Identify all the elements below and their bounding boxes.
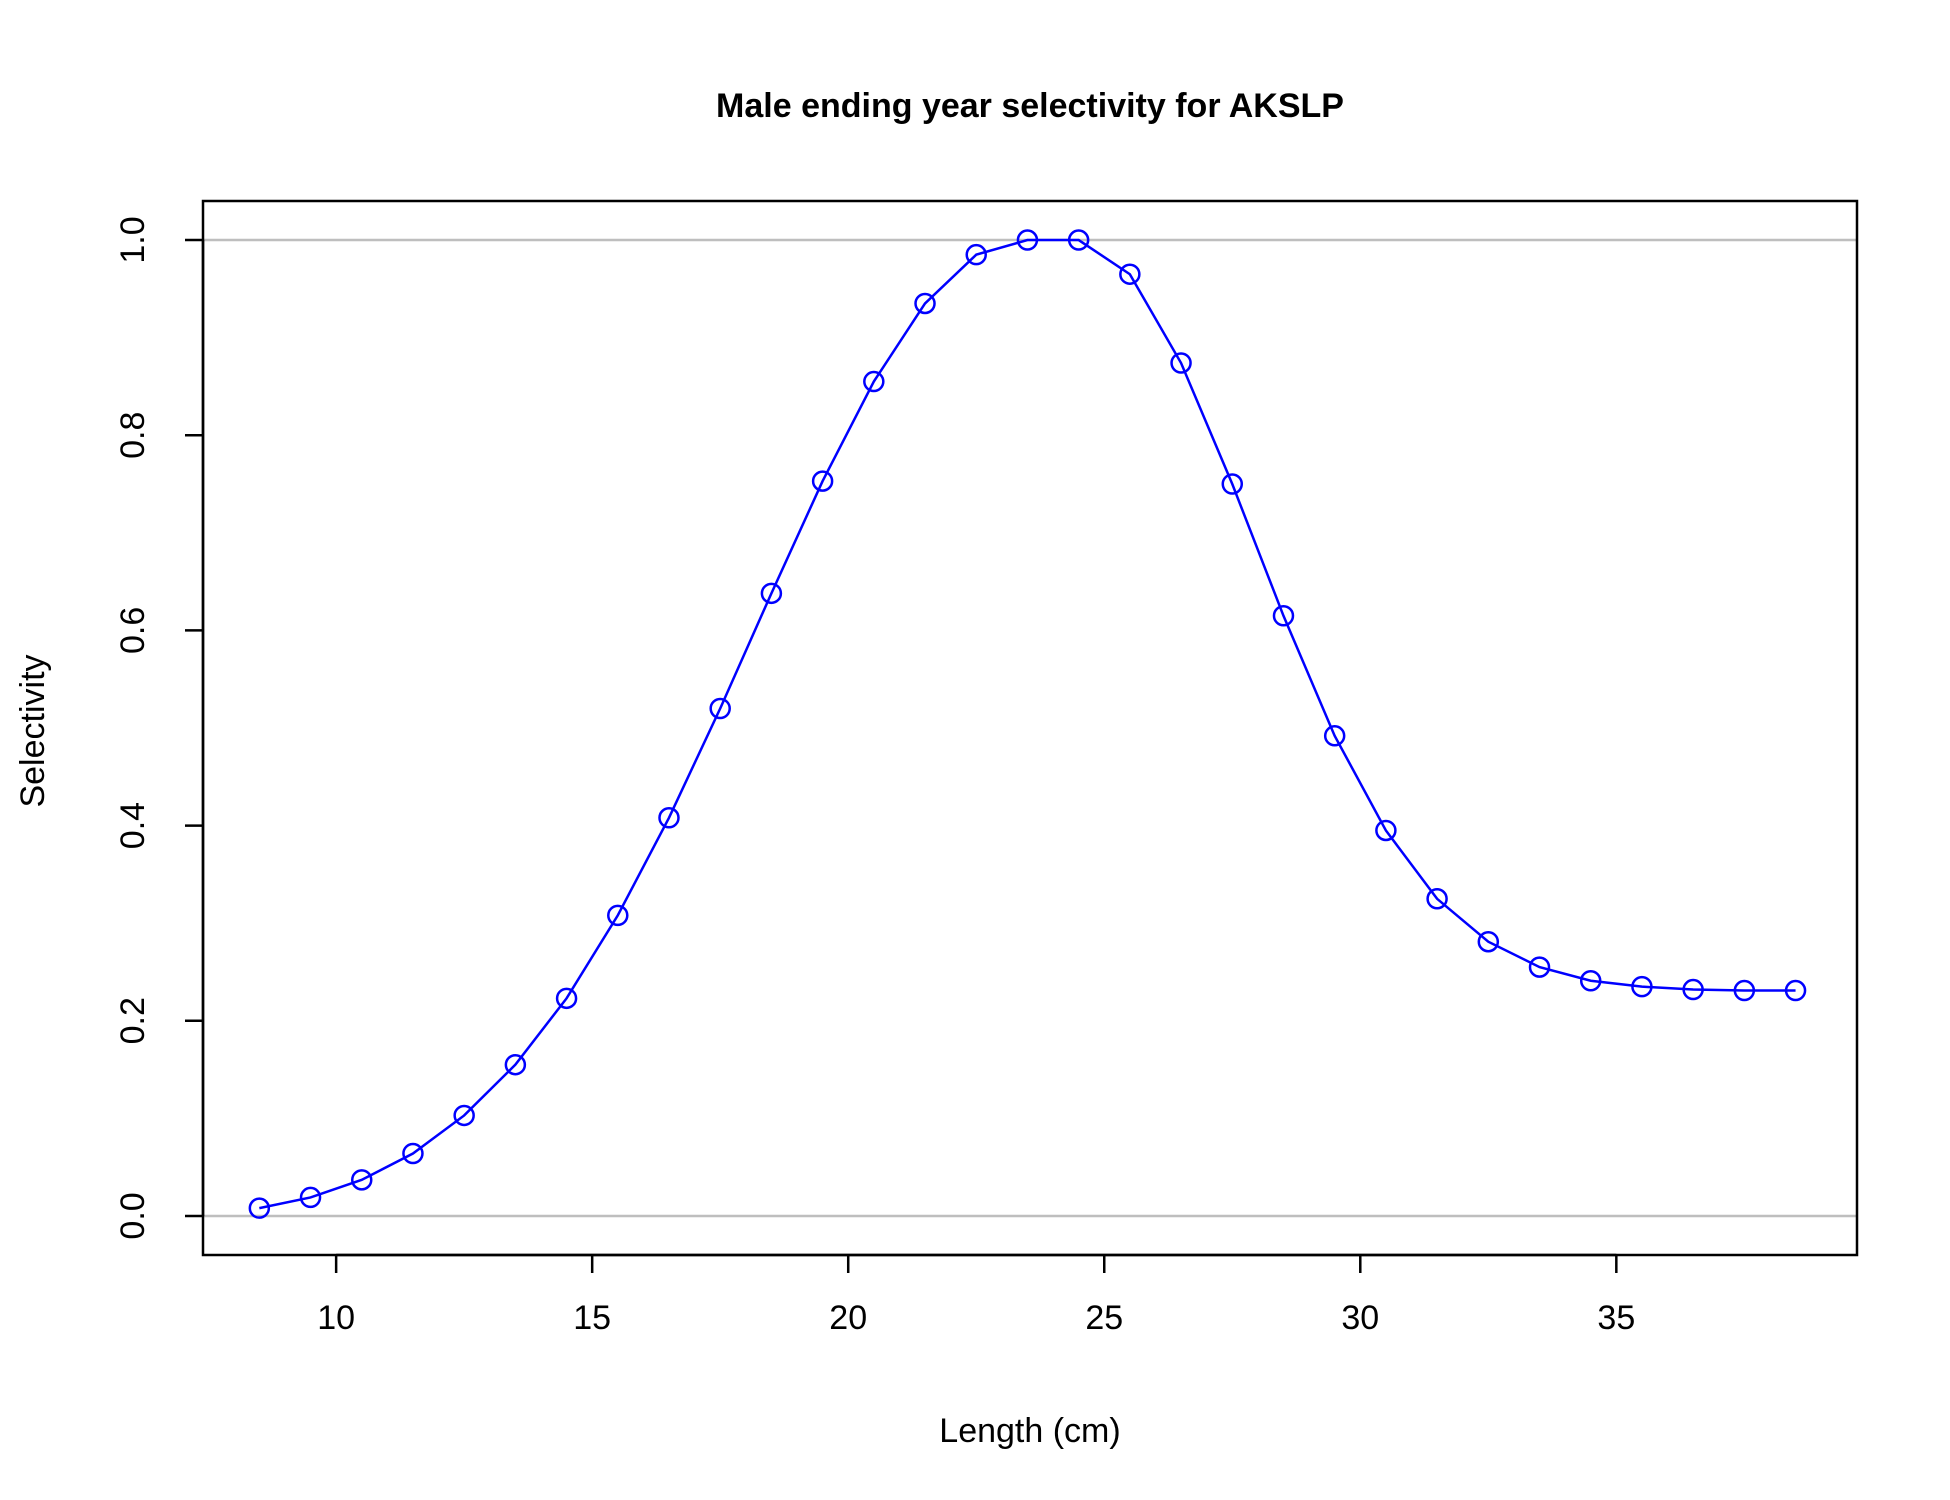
data-point-16 xyxy=(1067,229,1090,251)
x-tick-label-0: 10 xyxy=(317,1299,355,1337)
data-point-14 xyxy=(965,243,987,266)
data-point-5 xyxy=(504,1053,527,1076)
y-tick-label-5: 1.0 xyxy=(114,216,152,263)
data-point-12 xyxy=(863,370,885,393)
data-point-6 xyxy=(555,987,578,1010)
data-point-21 xyxy=(1323,725,1346,747)
data-point-27 xyxy=(1631,975,1653,998)
data-point-24 xyxy=(1477,930,1500,953)
y-tick-label-2: 0.4 xyxy=(114,802,152,849)
data-point-9 xyxy=(709,697,731,720)
data-point-15 xyxy=(1016,229,1039,251)
series-group xyxy=(248,229,1807,1219)
x-tick-label-4: 30 xyxy=(1341,1299,1379,1337)
series-line-0 xyxy=(259,238,1796,1210)
data-point-2 xyxy=(350,1169,373,1191)
data-point-29 xyxy=(1733,979,1756,1002)
y-axis: 0.0 0.2 0.4 0.6 0.8 1.0 xyxy=(114,216,205,1240)
data-point-11 xyxy=(811,470,834,492)
y-tick-label-0: 0.0 xyxy=(114,1192,152,1239)
x-tick-label-1: 15 xyxy=(573,1299,611,1337)
data-point-8 xyxy=(658,807,680,829)
data-point-30 xyxy=(1784,979,1807,1002)
data-point-3 xyxy=(402,1142,424,1165)
data-point-18 xyxy=(1170,352,1192,374)
data-point-13 xyxy=(914,292,936,315)
chart-title: Male ending year selectivity for AKSLP xyxy=(716,87,1344,125)
data-point-28 xyxy=(1682,978,1704,1001)
data-point-1 xyxy=(299,1186,322,1209)
data-point-22 xyxy=(1375,819,1397,842)
y-axis-label: Selectivity xyxy=(14,654,52,807)
y-tick-label-1: 0.2 xyxy=(114,997,152,1044)
data-point-4 xyxy=(453,1104,475,1127)
y-tick-label-4: 0.8 xyxy=(114,412,152,459)
data-point-7 xyxy=(607,904,629,927)
x-axis: 10 15 20 25 30 35 xyxy=(317,1253,1635,1337)
x-axis-label: Length (cm) xyxy=(939,1412,1120,1450)
x-tick-label-3: 25 xyxy=(1085,1299,1123,1337)
data-point-0 xyxy=(248,1197,271,1219)
x-tick-label-5: 35 xyxy=(1597,1299,1635,1337)
data-point-19 xyxy=(1221,473,1244,495)
reference-lines xyxy=(203,238,1857,1218)
data-point-10 xyxy=(760,582,783,605)
x-tick-label-2: 20 xyxy=(829,1299,867,1337)
y-tick-label-3: 0.6 xyxy=(114,607,152,654)
data-point-25 xyxy=(1528,956,1551,978)
plot-frame xyxy=(201,199,1859,1257)
data-point-17 xyxy=(1119,263,1141,285)
data-point-26 xyxy=(1579,970,1602,992)
data-point-20 xyxy=(1272,605,1295,627)
data-point-23 xyxy=(1426,888,1448,910)
